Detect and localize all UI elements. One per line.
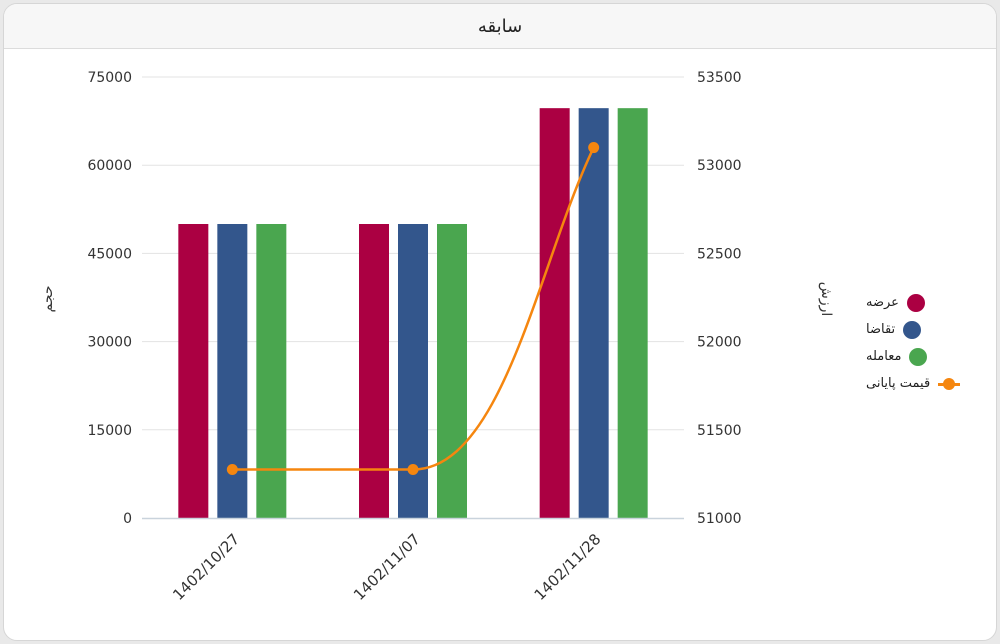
x-tick-label: 1402/10/27 [169,530,243,604]
closing-price-point [226,463,238,475]
legend-marker-demand [903,320,922,339]
y-axis-right-label: ارزش [818,282,834,317]
legend-item-closing-price[interactable]: قیمت پایانی [866,370,961,397]
chart-legend: عرضه تقاضا معامله قیمت پایانی [866,289,961,397]
y-right-tick-label: 52000 [697,335,742,351]
x-tick-label: 1402/11/28 [531,530,605,604]
y-left-tick-label: 45000 [87,246,132,262]
y-right-tick-label: 53500 [697,70,742,86]
legend-label: معامله [866,349,902,364]
line-series [226,142,600,475]
legend-label: تقاضا [866,322,896,337]
x-tick-label: 1402/11/07 [350,530,424,604]
y-left-tick-label: 0 [123,511,132,527]
y-axis-left-label: حجم [40,285,56,312]
bar [578,108,609,518]
legend-item-trade[interactable]: معامله [866,343,960,370]
card-header: سابقه [4,4,996,49]
legend-marker-closing-price [938,375,961,393]
legend-label: عرضه [866,295,899,310]
legend-label: قیمت پایانی [866,376,931,391]
y-right-tick-label: 51000 [697,511,742,527]
y-left-tick-label: 15000 [87,423,132,439]
bar [256,224,287,518]
legend-item-demand[interactable]: تقاضا [866,316,960,343]
y-right-tick-label: 52500 [697,246,742,262]
closing-price-point [588,142,600,154]
y-left-tick-label: 60000 [87,158,132,174]
bar [359,224,389,518]
closing-price-point [407,463,419,475]
y-right-tick-label: 53000 [697,158,742,174]
legend-marker-trade [909,347,928,366]
y-left-tick-label: 75000 [87,70,132,86]
bar [178,224,209,518]
bar [617,108,648,518]
legend-item-supply[interactable]: عرضه [866,289,960,316]
history-chart: 0 15000 30000 45000 60000 75000 51000 51500 5200… [40,70,834,604]
legend-marker-supply [906,293,925,312]
bar [437,224,467,518]
card-title: سابقه [477,15,523,37]
y-left-tick-label: 30000 [87,335,132,351]
chart-card: سابقه 0 15000 30000 45000 60000 75000 51000 515… [3,3,997,641]
closing-price-line [232,147,595,471]
bar-series [178,108,648,518]
bar [539,108,570,518]
y-right-tick-label: 51500 [697,423,742,439]
